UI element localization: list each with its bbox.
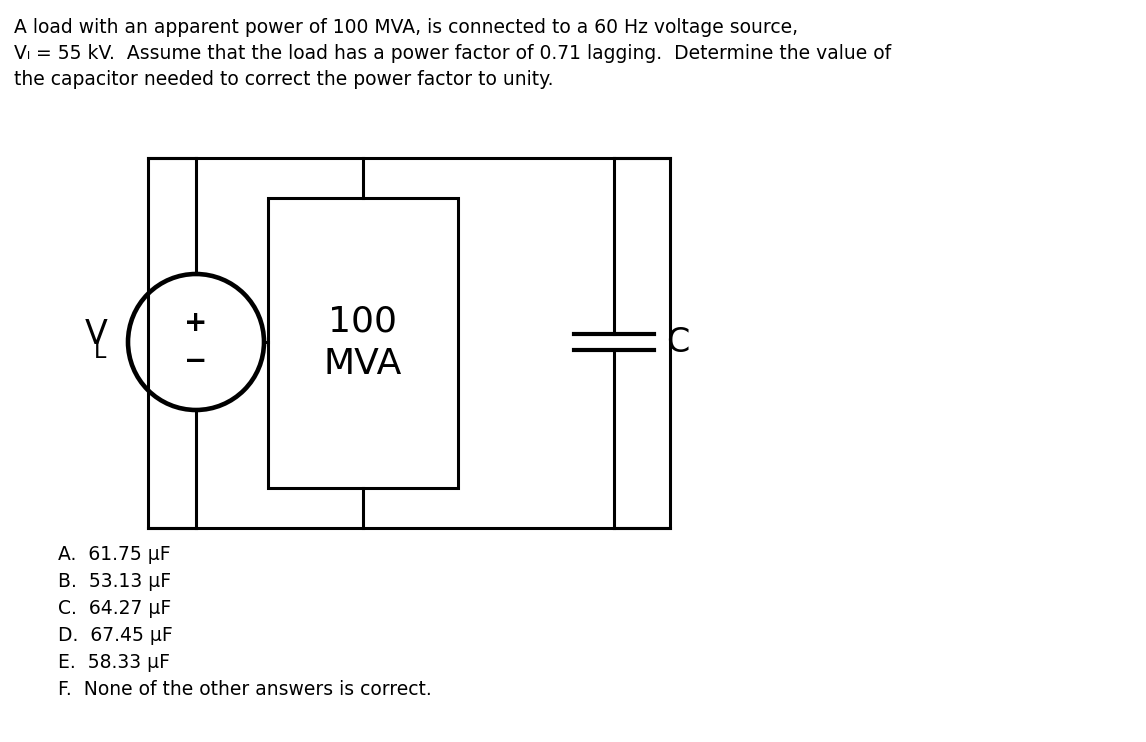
- Text: A.  61.75 μF: A. 61.75 μF: [58, 545, 171, 564]
- Text: +: +: [185, 309, 207, 337]
- Text: B.  53.13 μF: B. 53.13 μF: [58, 572, 171, 591]
- Text: the capacitor needed to correct the power factor to unity.: the capacitor needed to correct the powe…: [14, 70, 554, 89]
- Bar: [268, 198, 458, 488]
- Text: L: L: [94, 342, 105, 362]
- Text: D.  67.45 μF: D. 67.45 μF: [58, 626, 173, 645]
- Text: C.  64.27 μF: C. 64.27 μF: [58, 599, 171, 618]
- Bar: [148, 158, 670, 528]
- Text: C: C: [666, 326, 689, 358]
- Text: A load with an apparent power of 100 MVA, is connected to a 60 Hz voltage source: A load with an apparent power of 100 MVA…: [14, 18, 798, 37]
- Text: V: V: [85, 318, 108, 350]
- Text: −: −: [185, 347, 207, 375]
- Text: Vₗ = 55 kV.  Assume that the load has a power factor of 0.71 lagging.  Determine: Vₗ = 55 kV. Assume that the load has a p…: [14, 44, 892, 63]
- Text: F.  None of the other answers is correct.: F. None of the other answers is correct.: [58, 680, 432, 699]
- Text: E.  58.33 μF: E. 58.33 μF: [58, 653, 170, 672]
- Text: 100
MVA: 100 MVA: [324, 305, 402, 381]
